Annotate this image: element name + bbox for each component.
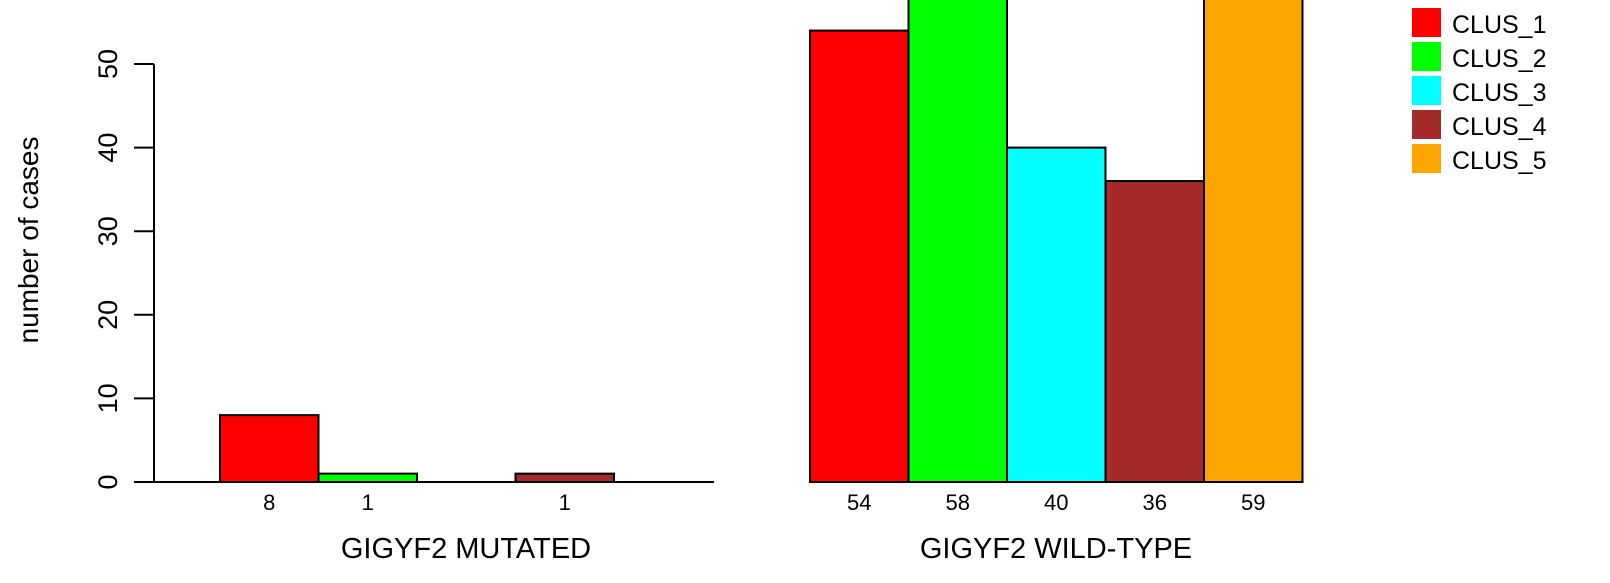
- value-label: 40: [1044, 490, 1068, 515]
- value-label: 59: [1241, 490, 1265, 515]
- bar-wild-type-clus-4: [1104, 180, 1205, 483]
- group-label: GIGYF2 WILD-TYPE: [920, 533, 1192, 565]
- value-label: 1: [362, 490, 374, 515]
- y-tick-label: 30: [93, 216, 123, 246]
- legend-label: CLUS_4: [1452, 113, 1547, 141]
- y-tick-label: 50: [93, 49, 123, 79]
- y-axis: 0 10 20 30 40 50: [93, 49, 155, 490]
- y-tick-label: 40: [93, 133, 123, 163]
- value-label: 36: [1143, 490, 1167, 515]
- legend-swatch: [1412, 144, 1441, 173]
- legend-label: CLUS_5: [1452, 147, 1547, 175]
- value-label: 58: [946, 490, 970, 515]
- bar-mutated-clus-2: [317, 472, 418, 484]
- y-tick-label: 10: [93, 383, 123, 413]
- bar-wild-type-clus-2: [907, 0, 1008, 484]
- legend-label: CLUS_2: [1452, 45, 1547, 73]
- group-label: GIGYF2 MUTATED: [341, 533, 591, 565]
- bar-wild-type-clus-3: [1006, 146, 1107, 483]
- legend-swatch: [1412, 76, 1441, 105]
- legend-label: CLUS_3: [1452, 79, 1547, 107]
- value-label: 1: [559, 490, 571, 515]
- legend-label: CLUS_1: [1452, 11, 1547, 39]
- bar-wild-type-clus-1: [809, 29, 910, 484]
- bar-mutated-clus-4: [514, 472, 615, 484]
- y-tick-label: 20: [93, 300, 123, 330]
- y-axis-label: number of cases: [13, 137, 44, 344]
- value-label: 54: [847, 490, 871, 515]
- legend: CLUS_1 CLUS_2 CLUS_3 CLUS_4 CLUS_5: [1412, 8, 1547, 175]
- bar-mutated-clus-1: [219, 414, 320, 483]
- value-label: 8: [263, 490, 275, 515]
- legend-swatch: [1412, 42, 1441, 71]
- bars-layer: 8 1 1 GIGYF2 MUTATED 54 58 40 36 59 GIGYF2 WILD-T…: [150, 0, 1304, 565]
- legend-swatch: [1412, 8, 1441, 37]
- legend-swatch: [1412, 110, 1441, 139]
- bar-wild-type-clus-5: [1203, 0, 1304, 483]
- y-tick-label: 0: [93, 474, 123, 489]
